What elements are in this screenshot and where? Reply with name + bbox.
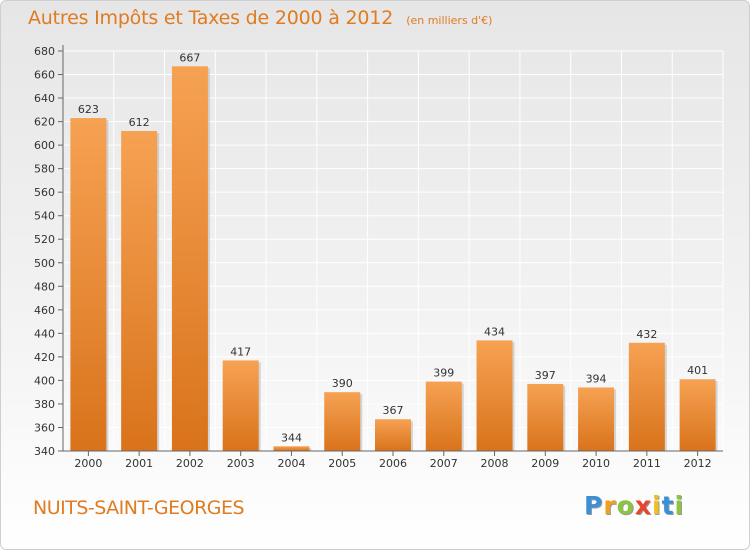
chart-title-line: Autres Impôts et Taxes de 2000 à 2012 (e… bbox=[28, 7, 492, 29]
data-label: 417 bbox=[230, 345, 251, 358]
y-tick-label: 400 bbox=[34, 374, 55, 387]
logo-letter: r bbox=[603, 491, 617, 520]
x-tick-label: 2001 bbox=[125, 457, 153, 470]
bar bbox=[628, 342, 665, 451]
y-tick-label: 680 bbox=[34, 45, 55, 58]
bar bbox=[375, 419, 411, 451]
x-tick-label: 2012 bbox=[684, 457, 712, 470]
y-tick-label: 460 bbox=[34, 304, 55, 317]
logo-letter: x bbox=[634, 491, 652, 520]
data-label: 390 bbox=[332, 377, 353, 390]
data-label: 434 bbox=[484, 325, 505, 338]
y-tick-label: 660 bbox=[34, 69, 55, 82]
bar bbox=[578, 387, 615, 451]
data-label: 394 bbox=[586, 372, 607, 385]
x-tick-label: 2009 bbox=[531, 457, 559, 470]
bar bbox=[324, 392, 361, 451]
bar bbox=[425, 381, 462, 451]
x-tick-label: 2010 bbox=[582, 457, 610, 470]
x-tick-label: 2008 bbox=[481, 457, 509, 470]
data-label: 667 bbox=[179, 51, 200, 64]
data-label: 397 bbox=[535, 369, 556, 382]
y-tick-label: 600 bbox=[34, 139, 55, 152]
y-tick-label: 500 bbox=[34, 257, 55, 270]
y-tick-label: 480 bbox=[34, 280, 55, 293]
y-tick-label: 340 bbox=[34, 445, 55, 458]
data-labels: 623 612 667 417 344 390 367 399 434 397 394 432 401 bbox=[78, 51, 708, 444]
data-label: 432 bbox=[636, 328, 657, 341]
chart-subtitle: (en milliers d'€) bbox=[406, 14, 493, 27]
commune-name: NUITS-SAINT-GEORGES bbox=[33, 497, 245, 519]
proxiti-logo: Proxiti bbox=[584, 491, 684, 520]
y-tick-label: 560 bbox=[34, 186, 55, 199]
data-label: 612 bbox=[129, 116, 150, 129]
bar bbox=[527, 383, 564, 451]
bar bbox=[679, 379, 716, 451]
x-tick-label: 2000 bbox=[74, 457, 102, 470]
logo-letter: i bbox=[674, 491, 685, 520]
axes: 340 360 380 400 420 440 460 480 500 520 540 560 580 6… bbox=[34, 45, 723, 470]
data-label: 399 bbox=[433, 367, 454, 380]
y-tick-label: 640 bbox=[34, 92, 55, 105]
bar bbox=[70, 118, 107, 451]
bar bbox=[273, 446, 310, 451]
data-label: 401 bbox=[687, 364, 708, 377]
y-tick-label: 620 bbox=[34, 116, 55, 129]
data-label: 623 bbox=[78, 103, 99, 116]
x-tick-label: 2006 bbox=[379, 457, 407, 470]
logo-letter: t bbox=[661, 491, 675, 520]
x-tick-label: 2002 bbox=[176, 457, 204, 470]
chart-title: Autres Impôts et Taxes de 2000 à 2012 bbox=[28, 7, 394, 29]
x-tick-label: 2003 bbox=[227, 457, 255, 470]
y-tick-label: 420 bbox=[34, 351, 55, 364]
x-tick-label: 2007 bbox=[430, 457, 458, 470]
x-tick-label: 2004 bbox=[277, 457, 305, 470]
y-tick-label: 360 bbox=[34, 421, 55, 434]
bar bbox=[171, 66, 208, 451]
bar bbox=[222, 360, 259, 451]
logo-letter: o bbox=[616, 491, 635, 520]
y-tick-label: 520 bbox=[34, 233, 55, 246]
y-tick-label: 540 bbox=[34, 210, 55, 223]
bars bbox=[70, 66, 718, 451]
logo-letter: i bbox=[652, 491, 662, 520]
x-tick-label: 2011 bbox=[633, 457, 661, 470]
y-tick-label: 440 bbox=[34, 327, 55, 340]
data-label: 367 bbox=[383, 404, 404, 417]
bar bbox=[121, 131, 158, 451]
y-tick-label: 580 bbox=[34, 163, 55, 176]
data-label: 344 bbox=[281, 431, 302, 444]
x-tick-label: 2005 bbox=[328, 457, 356, 470]
y-tick-label: 380 bbox=[34, 398, 55, 411]
logo-letter: P bbox=[584, 491, 604, 520]
bar bbox=[476, 340, 513, 451]
grid-lines bbox=[62, 50, 724, 452]
